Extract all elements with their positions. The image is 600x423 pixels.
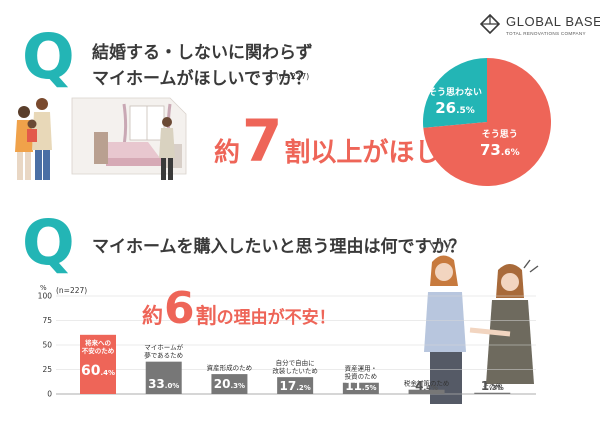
question-1-line-2: マイホームがほしいですか？ xyxy=(92,69,312,89)
category-label: 自分で自由に xyxy=(276,358,315,367)
pie-slice xyxy=(423,58,487,128)
bar xyxy=(342,382,379,394)
category-label: 不安のため xyxy=(82,346,115,355)
bar-value-label: 20.3% xyxy=(214,377,245,391)
pie-slice-value: 73 xyxy=(480,141,501,159)
headline-1-prefix: 約 xyxy=(214,138,241,168)
bar xyxy=(80,334,116,394)
category-label: 改装したいため xyxy=(272,366,318,375)
question-1-line-1: 結婚する・しないに関わらず xyxy=(92,43,313,63)
question-2-text: マイホームを購入したいと思う理由は何ですか？ xyxy=(92,237,466,257)
y-tick-label: 75 xyxy=(42,316,52,325)
family-room-illustration xyxy=(15,97,187,180)
headline-2: 約6割の理由が不安！ xyxy=(142,287,336,331)
y-tick-label: 50 xyxy=(42,341,52,350)
pie-slice xyxy=(423,58,551,186)
pie-label-no: そう思わない 26.5% xyxy=(428,85,482,117)
two-women-worried-illustration xyxy=(424,237,539,404)
bar xyxy=(408,389,445,394)
bar-value-label: 11.5% xyxy=(345,379,376,393)
category-label: 将来への xyxy=(85,338,112,347)
category-label: 資産形成のため xyxy=(207,363,253,372)
headline-2-unit: 割 xyxy=(195,304,217,328)
pie-label-yes: そう思う 73.6% xyxy=(480,127,520,159)
headline-2-number: 6 xyxy=(164,283,195,334)
pie-slice-decimal: .6 xyxy=(500,148,511,158)
pie-slice-unit: % xyxy=(465,106,475,116)
bar-value-label: 33.0% xyxy=(148,377,179,391)
question-1-text: 結婚する・しないに関わらず マイホームがほしいですか？ xyxy=(92,40,313,92)
cube-logo-icon xyxy=(480,14,500,34)
headline-2-prefix: 約 xyxy=(142,304,163,328)
headline-1: 約7割以上がほしい xyxy=(214,112,466,170)
brand-name: GLOBAL BASE xyxy=(506,14,600,29)
y-tick-label: 25 xyxy=(42,365,52,374)
bar xyxy=(277,377,314,394)
pie-slice-decimal: .5 xyxy=(456,106,466,116)
category-label: 税金対策のため xyxy=(404,379,450,388)
category-label: マイホームが xyxy=(144,343,183,352)
category-label: その他 xyxy=(483,382,503,391)
bar-value-label: 4.4% xyxy=(415,379,438,393)
question-1-sample-size: (n=227) xyxy=(276,72,310,81)
category-label: 資産運用・ xyxy=(345,364,378,373)
category-label: 夢であるため xyxy=(144,351,183,360)
pie-chart-svg xyxy=(423,58,551,186)
headline-2-suffix: の理由が不安！ xyxy=(216,308,336,328)
bar-value-label: 60.4% xyxy=(81,363,115,379)
y-axis-unit: % xyxy=(40,284,47,292)
pie-slice-label: そう思う xyxy=(481,130,518,140)
brand-tagline: TOTAL RENOVATIONS COMPANY xyxy=(506,31,586,36)
y-tick-label: 100 xyxy=(38,292,53,301)
bar-chart-sample-size: (n=227) xyxy=(56,286,88,295)
question-badge-1: Q xyxy=(22,20,75,93)
bar xyxy=(474,392,511,394)
category-label: 投資のため xyxy=(345,372,378,381)
headline-1-number: 7 xyxy=(242,107,283,175)
pie-slice-label: そう思わない xyxy=(428,88,483,98)
brand-logo: GLOBAL BASE TOTAL RENOVATIONS COMPANY xyxy=(480,12,600,46)
bar-value-label: 17.2% xyxy=(280,379,311,393)
bar xyxy=(211,374,248,394)
bar-value-label: 1.3% xyxy=(481,379,504,393)
bar xyxy=(145,361,182,394)
pie-slice-unit: % xyxy=(510,148,520,158)
pie-slice-value: 26 xyxy=(435,99,457,117)
y-tick-label: 0 xyxy=(47,390,52,399)
pie-chart: そう思う 73.6% そう思わない 26.5% xyxy=(422,57,552,187)
question-badge-2: Q xyxy=(22,206,75,279)
